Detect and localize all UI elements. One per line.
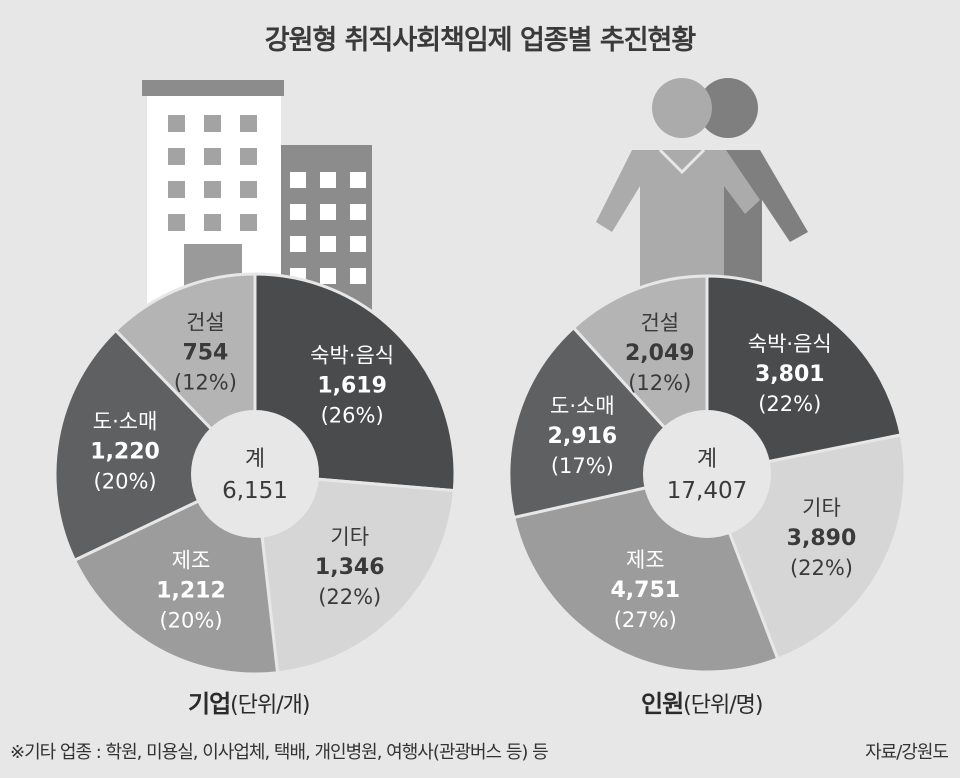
people-slice-lodging-food — [705, 274, 903, 476]
companies-slice-other — [253, 472, 456, 675]
people-label-manufacturing-name: 제조 — [626, 548, 665, 572]
people-center-total: 17,407 — [667, 478, 747, 504]
people-label-construction-name: 건설 — [640, 311, 679, 335]
companies-center-hole — [191, 410, 319, 538]
pie-chart-people: 숙박·음식 3,801 (22%) 기타 3,890 (22%) 제조 4,751 (27%) 도… — [507, 274, 907, 674]
footnote: ※기타 업종 : 학원, 미용실, 이사업체, 택배, 개인병원, 여행사(관광… — [10, 742, 549, 763]
companies-center-label: 계 — [245, 447, 265, 472]
companies-slice-retail — [53, 328, 258, 563]
companies-label-construction-name: 건설 — [186, 311, 225, 335]
people-label-manufacturing-value: 4,751 — [610, 578, 680, 603]
people-label-retail-name: 도·소매 — [550, 394, 615, 418]
companies-label-other-name: 기타 — [330, 525, 369, 549]
companies-label-lodging-food-value: 1,619 — [317, 374, 387, 399]
people-label-manufacturing-percent: (27%) — [614, 608, 677, 632]
companies-label-retail-percent: (20%) — [94, 470, 157, 494]
companies-label-manufacturing-percent: (20%) — [159, 608, 222, 632]
buildings-illustration — [142, 80, 372, 316]
companies-center-total: 6,151 — [222, 478, 288, 504]
companies-label-retail-name: 도·소매 — [93, 410, 158, 434]
companies-label-manufacturing-name: 제조 — [172, 548, 211, 572]
caption-companies-unit: (단위/개) — [230, 693, 310, 718]
source-credit: 자료/강원도 — [865, 742, 949, 763]
people-label-lodging-food-value: 3,801 — [755, 362, 825, 387]
companies-label-construction-percent: (12%) — [174, 371, 237, 395]
companies-label-manufacturing-value: 1,212 — [156, 578, 226, 603]
people-label-lodging-food-percent: (22%) — [758, 392, 821, 416]
caption-people: 인원(단위/명) — [641, 684, 763, 719]
people-label-construction-value: 2,049 — [625, 341, 695, 366]
people-label-other-value: 3,890 — [787, 526, 857, 551]
people-label-lodging-food-name: 숙박·음식 — [748, 332, 832, 356]
people-label-retail-value: 2,916 — [548, 424, 618, 449]
people-label-construction-percent: (12%) — [628, 371, 691, 395]
caption-companies-title: 기업 — [188, 690, 231, 718]
people-center-hole — [643, 410, 771, 538]
companies-label-retail-value: 1,220 — [90, 440, 160, 465]
people-label-other-name: 기타 — [802, 496, 841, 520]
caption-companies: 기업(단위/개) — [188, 684, 310, 719]
companies-label-lodging-food-name: 숙박·음식 — [310, 344, 394, 368]
people-center-label: 계 — [697, 447, 717, 472]
chart-title: 강원형 취직사회책임제 업종별 추진현황 — [264, 25, 696, 56]
companies-label-lodging-food-percent: (26%) — [321, 404, 384, 428]
companies-label-other-value: 1,346 — [315, 555, 385, 580]
caption-people-unit: (단위/명) — [683, 693, 763, 718]
companies-label-other-percent: (22%) — [318, 585, 381, 609]
caption-people-title: 인원 — [641, 690, 684, 718]
pie-chart-companies: 숙박·음식 1,619 (26%) 기타 1,346 (22%) 제조 1,212 (20%) 도… — [53, 272, 457, 676]
people-illustration — [596, 78, 808, 290]
people-label-other-percent: (22%) — [790, 556, 853, 580]
companies-label-construction-value: 754 — [182, 341, 228, 366]
people-label-retail-percent: (17%) — [551, 454, 614, 478]
